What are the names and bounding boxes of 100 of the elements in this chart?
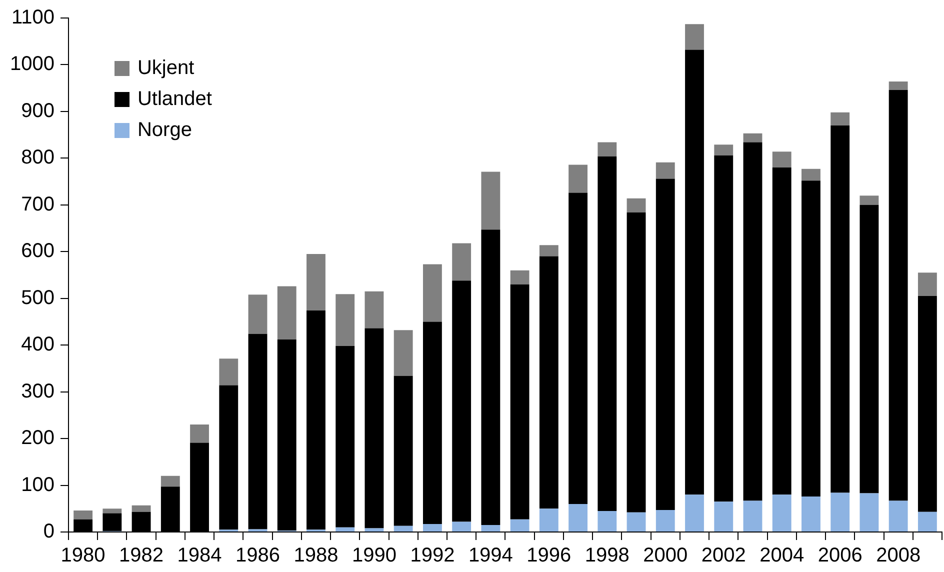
bar xyxy=(539,256,558,509)
bar xyxy=(336,527,355,532)
bar xyxy=(743,500,762,532)
legend-label: Norge xyxy=(137,119,192,142)
bar xyxy=(568,164,588,193)
bar xyxy=(656,510,675,532)
bar xyxy=(888,82,908,90)
bar xyxy=(394,376,413,526)
bar xyxy=(888,90,908,501)
x-tick-label: 1982 xyxy=(119,544,164,567)
bar xyxy=(422,264,442,322)
x-tick-label: 1984 xyxy=(177,544,222,567)
bar xyxy=(394,526,413,532)
bar xyxy=(743,133,762,142)
y-tick-label: 200 xyxy=(21,427,54,450)
bar xyxy=(830,125,850,493)
bar xyxy=(918,272,937,296)
bar xyxy=(510,519,530,532)
bar xyxy=(306,254,326,311)
bar xyxy=(422,322,442,524)
x-tick-label: 1988 xyxy=(294,544,338,567)
y-tick-label: 600 xyxy=(21,240,54,262)
bar xyxy=(74,510,93,520)
bar xyxy=(364,291,384,328)
bar xyxy=(568,192,588,504)
bar xyxy=(539,508,558,532)
bar xyxy=(772,152,792,168)
bar xyxy=(481,172,500,230)
bar xyxy=(452,243,472,281)
bar xyxy=(772,168,792,495)
bar xyxy=(539,245,558,256)
y-tick-label: 500 xyxy=(21,286,54,309)
bar xyxy=(364,328,384,528)
y-tick-label: 1000 xyxy=(10,53,54,76)
legend-label: Utlandet xyxy=(137,88,212,110)
x-tick-label: 2006 xyxy=(818,544,862,567)
bar xyxy=(772,494,792,532)
bar xyxy=(481,230,500,525)
bar xyxy=(714,144,734,156)
bar xyxy=(248,294,268,334)
bar xyxy=(132,505,151,512)
x-tick-label: 1986 xyxy=(236,544,280,567)
x-tick-label: 1994 xyxy=(468,544,513,567)
y-tick-label: 100 xyxy=(21,474,54,496)
x-tick-label: 1990 xyxy=(352,544,396,567)
x-tick-label: 2004 xyxy=(760,544,804,567)
y-tick-label: 900 xyxy=(21,100,54,122)
x-tick-label: 1998 xyxy=(584,544,630,567)
y-tick-label: 400 xyxy=(21,334,54,356)
bar xyxy=(656,178,675,510)
legend-label: Ukjent xyxy=(137,57,195,80)
bar xyxy=(626,198,646,212)
bar xyxy=(598,510,617,532)
x-tick-label: 2002 xyxy=(701,544,746,567)
bar xyxy=(510,270,530,284)
bar xyxy=(830,492,850,532)
bar xyxy=(685,50,704,495)
bar xyxy=(918,512,937,532)
bar xyxy=(568,504,588,532)
bar xyxy=(626,212,646,512)
bar xyxy=(219,358,238,386)
bar xyxy=(190,424,209,443)
bar xyxy=(336,294,355,346)
bar xyxy=(860,204,879,494)
bar xyxy=(277,286,296,340)
bar xyxy=(626,512,646,532)
y-tick-label: 1100 xyxy=(11,6,54,29)
bar xyxy=(452,280,472,522)
bar xyxy=(714,155,734,502)
bar xyxy=(888,500,908,532)
bar xyxy=(685,494,704,532)
bar xyxy=(452,522,472,532)
y-tick-label: 800 xyxy=(21,146,54,169)
x-tick-label: 2008 xyxy=(876,544,921,567)
bar xyxy=(802,168,820,181)
bar xyxy=(219,385,238,530)
bar xyxy=(598,156,617,511)
bar xyxy=(510,284,530,520)
y-tick-label: 300 xyxy=(21,380,54,402)
x-tick-label: 2000 xyxy=(643,544,688,567)
bar xyxy=(656,162,675,179)
bar xyxy=(306,310,326,530)
bar xyxy=(918,296,937,512)
bar xyxy=(160,476,180,487)
bar xyxy=(802,180,820,496)
bar xyxy=(422,524,442,532)
bar xyxy=(714,502,734,532)
bar xyxy=(743,142,762,501)
bar xyxy=(598,142,617,156)
x-tick-label: 1996 xyxy=(526,544,572,567)
bar xyxy=(860,196,879,205)
bar xyxy=(802,496,820,532)
x-tick-label: 1980 xyxy=(60,544,106,567)
bar xyxy=(394,330,413,376)
bar xyxy=(860,493,879,532)
bar xyxy=(248,334,268,530)
bar xyxy=(481,524,500,532)
y-tick-label: 0 xyxy=(43,520,54,543)
bar xyxy=(830,112,850,126)
x-tick-label: 1992 xyxy=(410,544,455,567)
